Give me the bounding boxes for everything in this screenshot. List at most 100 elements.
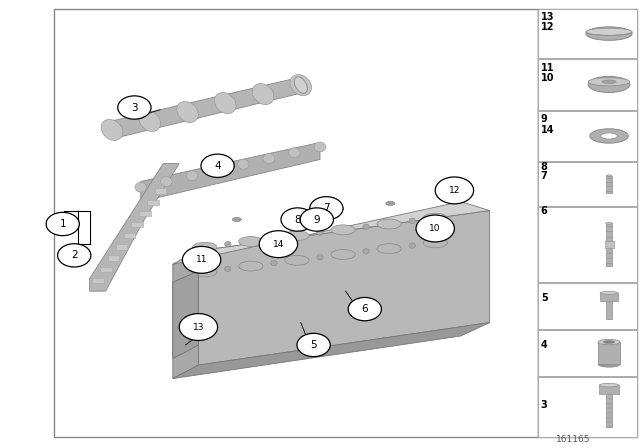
Circle shape [201, 154, 234, 177]
Ellipse shape [290, 75, 312, 95]
Circle shape [435, 177, 474, 204]
Ellipse shape [239, 237, 263, 246]
Ellipse shape [271, 236, 277, 241]
Bar [538, 283, 637, 329]
Ellipse shape [607, 175, 612, 177]
Ellipse shape [586, 27, 632, 40]
Ellipse shape [314, 142, 326, 152]
Text: 13: 13 [541, 12, 554, 22]
Text: 8: 8 [294, 215, 301, 224]
Text: 14: 14 [273, 240, 284, 249]
Bar [606, 300, 612, 319]
Bar [607, 176, 612, 193]
Ellipse shape [386, 202, 395, 205]
Circle shape [46, 212, 79, 236]
Text: 10: 10 [429, 224, 441, 233]
Circle shape [416, 215, 454, 242]
Ellipse shape [363, 224, 369, 229]
Text: 6: 6 [362, 304, 368, 314]
Text: 12: 12 [541, 22, 554, 32]
Ellipse shape [135, 182, 147, 192]
Ellipse shape [377, 219, 401, 229]
Polygon shape [173, 323, 490, 379]
Ellipse shape [177, 102, 198, 122]
Ellipse shape [409, 218, 415, 224]
Bar [538, 377, 637, 437]
Bar [605, 241, 614, 248]
Text: 1: 1 [60, 219, 66, 229]
Text: 13: 13 [193, 323, 204, 332]
Ellipse shape [317, 230, 323, 235]
Bar [108, 255, 119, 261]
Ellipse shape [232, 218, 241, 221]
Text: 11: 11 [541, 63, 554, 73]
Bar [155, 189, 166, 194]
Ellipse shape [214, 93, 236, 113]
Bar [600, 293, 618, 301]
Ellipse shape [101, 120, 123, 140]
Text: 7: 7 [323, 203, 330, 213]
Text: 5: 5 [310, 340, 317, 350]
Ellipse shape [225, 241, 231, 247]
Ellipse shape [212, 165, 223, 175]
Bar [54, 9, 538, 437]
Ellipse shape [193, 242, 217, 252]
Text: 4: 4 [541, 340, 548, 350]
Ellipse shape [600, 292, 618, 294]
Bar [538, 330, 637, 376]
Polygon shape [90, 164, 179, 291]
Polygon shape [173, 202, 490, 264]
Ellipse shape [331, 250, 355, 259]
Bar [131, 222, 143, 227]
Text: 9: 9 [314, 215, 320, 224]
Text: 8: 8 [541, 162, 548, 172]
Bar [538, 59, 637, 110]
Ellipse shape [423, 238, 447, 248]
Polygon shape [198, 211, 490, 365]
Text: 10: 10 [541, 73, 554, 83]
Text: 9: 9 [541, 114, 548, 124]
Ellipse shape [598, 340, 620, 345]
Ellipse shape [285, 255, 309, 265]
Ellipse shape [285, 231, 309, 241]
Bar [538, 207, 637, 282]
Text: 3: 3 [131, 103, 138, 112]
Circle shape [297, 333, 330, 357]
Polygon shape [173, 271, 198, 358]
Ellipse shape [237, 159, 249, 169]
Ellipse shape [586, 28, 632, 35]
Text: 4: 4 [214, 161, 221, 171]
Ellipse shape [601, 133, 618, 139]
Ellipse shape [284, 212, 292, 216]
Ellipse shape [606, 223, 612, 224]
Polygon shape [173, 251, 198, 379]
Ellipse shape [252, 84, 274, 104]
Bar [538, 9, 637, 437]
Bar [606, 394, 612, 427]
Text: 14: 14 [541, 125, 554, 135]
Ellipse shape [588, 76, 630, 93]
Ellipse shape [239, 261, 263, 271]
Ellipse shape [409, 243, 415, 248]
Ellipse shape [602, 80, 616, 83]
Bar [538, 9, 637, 58]
Text: 5: 5 [541, 293, 548, 303]
Bar [124, 233, 135, 238]
Ellipse shape [590, 129, 628, 143]
Bar [606, 223, 612, 266]
Ellipse shape [423, 213, 447, 223]
Bar [100, 267, 111, 272]
Bar [598, 342, 620, 365]
Ellipse shape [271, 260, 277, 266]
Text: 11: 11 [196, 255, 207, 264]
Polygon shape [112, 77, 301, 139]
Circle shape [58, 244, 91, 267]
Circle shape [179, 314, 218, 340]
Text: 2: 2 [71, 250, 77, 260]
Circle shape [182, 246, 221, 273]
Ellipse shape [317, 254, 323, 260]
Ellipse shape [598, 362, 620, 367]
Ellipse shape [603, 340, 615, 344]
Bar [538, 111, 637, 161]
Ellipse shape [225, 266, 231, 271]
